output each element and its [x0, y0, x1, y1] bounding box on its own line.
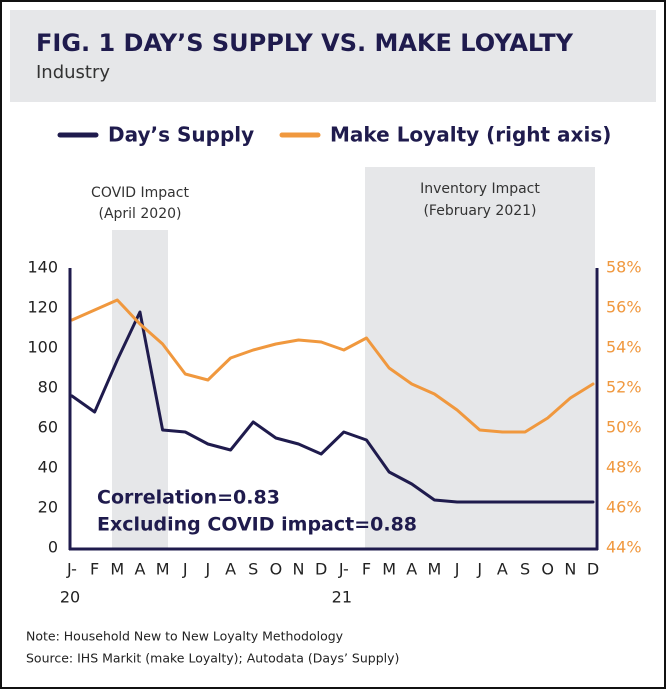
- y-tick-label: 40: [38, 458, 58, 477]
- y2-tick-label: 56%: [606, 298, 642, 317]
- header-band: [10, 10, 656, 102]
- y-tick-label: 60: [38, 418, 58, 437]
- note: Source: IHS Markit (make Loyalty); Autod…: [26, 651, 399, 666]
- x-tick-label: M: [428, 560, 442, 579]
- x-tick-label: A: [134, 560, 145, 579]
- y2-tick-label: 52%: [606, 378, 642, 397]
- x-tick-label: M: [156, 560, 170, 579]
- y2-tick-label: 54%: [606, 338, 642, 357]
- x-tick-label: A: [497, 560, 508, 579]
- x-tick-label: D: [315, 560, 327, 579]
- x-tick-label: S: [248, 560, 258, 579]
- x-tick-label: J: [454, 560, 460, 579]
- y-tick-label: 20: [38, 498, 58, 517]
- y2-tick-label: 48%: [606, 458, 642, 477]
- y2-tick-label: 44%: [606, 538, 642, 557]
- series-line: [70, 310, 595, 504]
- region-label: COVID Impact: [91, 185, 189, 201]
- chart-subtitle: Industry: [36, 62, 110, 83]
- x-tick-label: O: [541, 560, 554, 579]
- x-tick-label: S: [520, 560, 530, 579]
- x-tick-label: F: [362, 560, 371, 579]
- x-tick-label: J-: [66, 560, 77, 579]
- y-tick-label: 0: [48, 538, 58, 557]
- y2-tick-label: 50%: [606, 418, 642, 437]
- annotation: Excluding COVID impact=0.88: [97, 514, 417, 536]
- covid-shade: [112, 230, 168, 548]
- y-tick-label: 100: [27, 338, 58, 357]
- y2-tick-label: 58%: [606, 258, 642, 277]
- series-line: [70, 298, 595, 434]
- x-tick-label: M: [110, 560, 124, 579]
- x-tick-label: J: [476, 560, 482, 579]
- chart-title: FIG. 1 DAY’S SUPPLY VS. MAKE LOYALTY: [36, 29, 574, 57]
- region-label: Inventory Impact: [420, 181, 540, 197]
- y-tick-label: 120: [27, 298, 58, 317]
- x-tick-label: A: [225, 560, 236, 579]
- x-tick-label: F: [90, 560, 99, 579]
- x-tick-label: M: [382, 560, 396, 579]
- x-tick-label: N: [564, 560, 576, 579]
- x-tick-label: J: [205, 560, 211, 579]
- legend-label: Day’s Supply: [108, 123, 254, 147]
- annotation: Correlation=0.83: [97, 487, 280, 509]
- x-tick-label: J-: [338, 560, 349, 579]
- x-year-label: 21: [332, 588, 352, 607]
- note: Note: Household New to New Loyalty Metho…: [26, 629, 344, 644]
- y2-tick-label: 46%: [606, 498, 642, 517]
- inventory-shade: [365, 167, 595, 548]
- x-tick-label: O: [270, 560, 283, 579]
- region-sublabel: (February 2021): [423, 203, 536, 219]
- plot: [70, 298, 595, 504]
- x-tick-label: J: [182, 560, 188, 579]
- y-tick-label: 140: [27, 258, 58, 277]
- x-tick-label: A: [406, 560, 417, 579]
- x-year-label: 20: [60, 588, 80, 607]
- y-tick-label: 80: [38, 378, 58, 397]
- legend-label: Make Loyalty (right axis): [330, 123, 611, 147]
- x-tick-label: N: [293, 560, 305, 579]
- region-sublabel: (April 2020): [98, 206, 181, 222]
- x-tick-label: D: [587, 560, 599, 579]
